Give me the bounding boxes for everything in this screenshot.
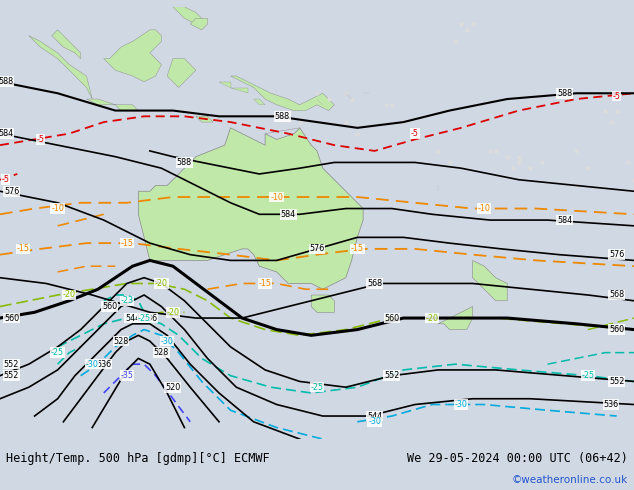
Text: -25: -25 — [51, 348, 64, 357]
Text: -20: -20 — [155, 279, 168, 288]
Polygon shape — [29, 36, 92, 99]
Text: -30: -30 — [368, 417, 381, 426]
Text: 584: 584 — [281, 210, 295, 219]
Polygon shape — [346, 93, 352, 99]
Text: 528: 528 — [154, 348, 169, 357]
Text: 576: 576 — [4, 187, 19, 196]
Polygon shape — [104, 30, 162, 82]
Text: 536: 536 — [96, 360, 112, 368]
Text: 588: 588 — [0, 77, 13, 86]
Text: -10: -10 — [270, 193, 283, 201]
Text: -20: -20 — [426, 314, 439, 322]
Text: -35: -35 — [120, 371, 133, 380]
Text: 528: 528 — [113, 337, 129, 345]
Text: 568: 568 — [367, 279, 382, 288]
Text: -20: -20 — [166, 308, 179, 317]
Polygon shape — [311, 295, 334, 312]
Text: 560: 560 — [102, 302, 117, 311]
Text: -23: -23 — [120, 296, 133, 305]
Text: -15: -15 — [120, 239, 133, 247]
Polygon shape — [86, 99, 138, 111]
Text: 536: 536 — [142, 314, 157, 322]
Text: -25: -25 — [138, 314, 151, 322]
Polygon shape — [173, 0, 184, 1]
Text: 552: 552 — [384, 371, 399, 380]
Polygon shape — [438, 307, 472, 330]
Text: -5: -5 — [36, 135, 44, 144]
Text: 588: 588 — [177, 158, 192, 167]
Text: 588: 588 — [275, 112, 290, 121]
Polygon shape — [173, 7, 202, 24]
Text: -15: -15 — [351, 245, 364, 253]
Text: -15: -15 — [16, 245, 30, 253]
Text: -30: -30 — [455, 400, 467, 409]
Text: 560: 560 — [609, 325, 624, 334]
Text: -10: -10 — [51, 204, 64, 213]
Text: -5: -5 — [612, 92, 621, 100]
Polygon shape — [52, 30, 81, 59]
Text: -25: -25 — [311, 383, 323, 392]
Polygon shape — [219, 82, 231, 88]
Text: Height/Temp. 500 hPa [gdmp][°C] ECMWF: Height/Temp. 500 hPa [gdmp][°C] ECMWF — [6, 452, 270, 465]
Polygon shape — [231, 76, 334, 111]
Text: 560: 560 — [384, 314, 399, 322]
Text: -5: -5 — [411, 129, 419, 138]
Text: 560: 560 — [4, 314, 19, 322]
Text: -5: -5 — [2, 175, 10, 184]
Text: 520: 520 — [165, 383, 181, 392]
Text: -30: -30 — [160, 337, 174, 345]
Text: 544: 544 — [367, 412, 382, 420]
Polygon shape — [472, 260, 507, 301]
Text: 536: 536 — [604, 400, 619, 409]
Text: 552: 552 — [609, 377, 624, 386]
Polygon shape — [317, 99, 323, 105]
Polygon shape — [254, 99, 265, 105]
Text: 552: 552 — [4, 371, 19, 380]
Text: 552: 552 — [4, 360, 19, 368]
Text: -15: -15 — [259, 279, 271, 288]
Text: 584: 584 — [557, 216, 573, 224]
Polygon shape — [265, 128, 300, 139]
Polygon shape — [167, 59, 196, 88]
Polygon shape — [231, 88, 248, 93]
Text: -25: -25 — [581, 371, 595, 380]
Text: 544: 544 — [125, 314, 140, 322]
Text: We 29-05-2024 00:00 UTC (06+42): We 29-05-2024 00:00 UTC (06+42) — [407, 452, 628, 465]
Polygon shape — [196, 116, 213, 122]
Text: 584: 584 — [0, 129, 13, 138]
Text: -30: -30 — [86, 360, 99, 368]
Text: 576: 576 — [609, 250, 624, 259]
Polygon shape — [138, 128, 363, 289]
Text: 588: 588 — [557, 89, 573, 98]
Text: 576: 576 — [309, 245, 325, 253]
Polygon shape — [190, 18, 207, 30]
Text: -20: -20 — [63, 291, 75, 299]
Text: ©weatheronline.co.uk: ©weatheronline.co.uk — [512, 475, 628, 485]
Text: 568: 568 — [609, 291, 624, 299]
Text: -10: -10 — [477, 204, 491, 213]
